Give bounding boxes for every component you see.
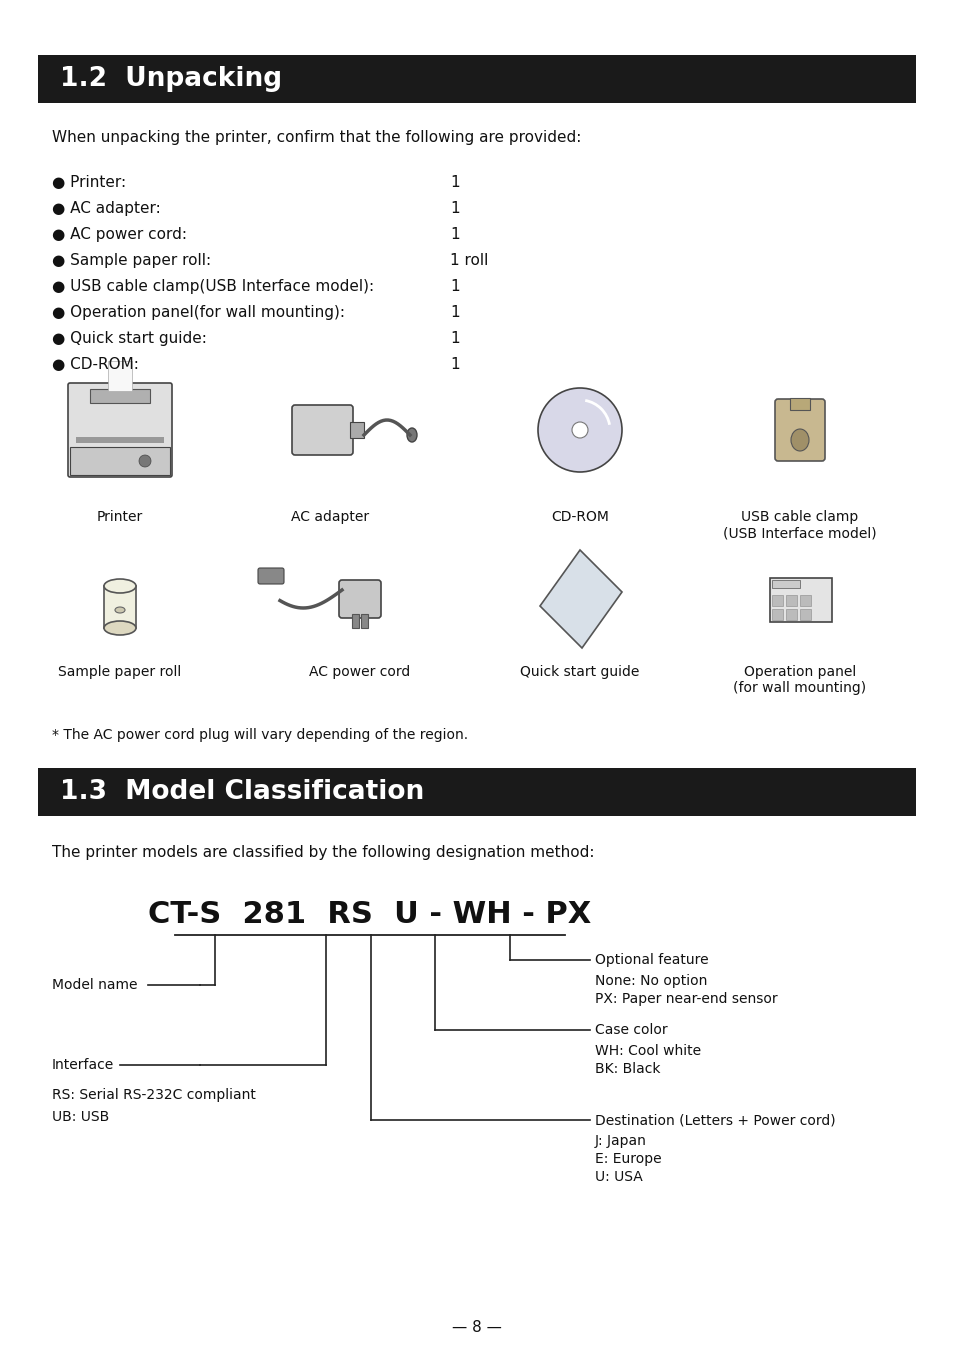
Bar	[769, 579, 831, 622]
Bar	[360, 614, 368, 627]
Text: 1: 1	[450, 174, 459, 191]
FancyBboxPatch shape	[338, 580, 380, 618]
Bar	[800, 595, 810, 606]
Bar	[352, 614, 358, 627]
Bar	[771, 608, 782, 621]
Text: 1: 1	[450, 227, 459, 242]
Bar	[90, 389, 150, 403]
Text: ● CD-ROM:: ● CD-ROM:	[52, 357, 139, 372]
Text: UB: USB: UB: USB	[52, 1110, 110, 1124]
Text: Optional feature: Optional feature	[595, 953, 708, 967]
Text: CD-ROM: CD-ROM	[551, 510, 608, 525]
Circle shape	[537, 388, 621, 472]
Text: USB cable clamp
(USB Interface model): USB cable clamp (USB Interface model)	[722, 510, 876, 541]
Bar	[38, 55, 915, 103]
Text: The printer models are classified by the following designation method:: The printer models are classified by the…	[52, 845, 594, 860]
Text: ● AC adapter:: ● AC adapter:	[52, 201, 161, 216]
Ellipse shape	[790, 429, 808, 452]
Text: When unpacking the printer, confirm that the following are provided:: When unpacking the printer, confirm that…	[52, 130, 580, 145]
Text: Destination (Letters + Power cord): Destination (Letters + Power cord)	[595, 1113, 835, 1128]
Bar	[108, 361, 132, 391]
Bar	[785, 595, 796, 606]
Text: BK: Black: BK: Black	[595, 1063, 659, 1076]
Text: WH: Cool white: WH: Cool white	[595, 1044, 700, 1059]
Text: 1 roll: 1 roll	[450, 253, 488, 268]
Text: Sample paper roll: Sample paper roll	[58, 665, 181, 679]
Text: 1: 1	[450, 279, 459, 293]
Text: Interface: Interface	[52, 1059, 114, 1072]
Ellipse shape	[407, 429, 416, 442]
Text: U: USA: U: USA	[595, 1169, 642, 1184]
Text: * The AC power cord plug will vary depending of the region.: * The AC power cord plug will vary depen…	[52, 727, 468, 742]
Text: 1: 1	[450, 201, 459, 216]
FancyBboxPatch shape	[774, 399, 824, 461]
Text: ● AC power cord:: ● AC power cord:	[52, 227, 187, 242]
Text: Quick start guide: Quick start guide	[519, 665, 639, 679]
Text: AC adapter: AC adapter	[291, 510, 369, 525]
Text: E: Europe: E: Europe	[595, 1152, 661, 1165]
Bar	[350, 422, 364, 438]
Text: Printer: Printer	[97, 510, 143, 525]
Bar	[76, 437, 164, 443]
Ellipse shape	[104, 579, 136, 594]
Text: 1: 1	[450, 331, 459, 346]
Text: Model name: Model name	[52, 977, 137, 992]
Text: AC power cord: AC power cord	[309, 665, 410, 679]
Text: CT-S  281  RS  U - WH - PX: CT-S 281 RS U - WH - PX	[149, 900, 591, 929]
Ellipse shape	[115, 607, 125, 612]
Circle shape	[139, 456, 151, 466]
Text: ● Printer:: ● Printer:	[52, 174, 126, 191]
Text: Case color: Case color	[595, 1023, 667, 1037]
Text: 1.3  Model Classification: 1.3 Model Classification	[60, 779, 424, 804]
FancyBboxPatch shape	[68, 383, 172, 477]
Bar	[70, 448, 170, 475]
Bar	[785, 608, 796, 621]
Ellipse shape	[104, 621, 136, 635]
Bar	[771, 595, 782, 606]
Polygon shape	[539, 550, 621, 648]
Bar	[789, 397, 809, 410]
Text: PX: Paper near-end sensor: PX: Paper near-end sensor	[595, 992, 777, 1006]
Text: J: Japan: J: Japan	[595, 1134, 646, 1148]
FancyBboxPatch shape	[292, 406, 353, 456]
Text: ● Sample paper roll:: ● Sample paper roll:	[52, 253, 211, 268]
Text: ● Operation panel(for wall mounting):: ● Operation panel(for wall mounting):	[52, 306, 345, 320]
Bar	[104, 585, 136, 627]
Circle shape	[572, 422, 587, 438]
Text: 1: 1	[450, 306, 459, 320]
FancyBboxPatch shape	[257, 568, 284, 584]
Text: 1.2  Unpacking: 1.2 Unpacking	[60, 66, 282, 92]
Bar	[771, 580, 800, 588]
Text: None: No option: None: No option	[595, 973, 706, 988]
Text: Operation panel
(for wall mounting): Operation panel (for wall mounting)	[733, 665, 865, 695]
Text: RS: Serial RS-232C compliant: RS: Serial RS-232C compliant	[52, 1088, 255, 1102]
Text: ● Quick start guide:: ● Quick start guide:	[52, 331, 207, 346]
Bar	[800, 608, 810, 621]
Text: 1: 1	[450, 357, 459, 372]
Text: — 8 —: — 8 —	[452, 1320, 501, 1334]
Bar	[38, 768, 915, 817]
Text: ● USB cable clamp(USB Interface model):: ● USB cable clamp(USB Interface model):	[52, 279, 374, 293]
